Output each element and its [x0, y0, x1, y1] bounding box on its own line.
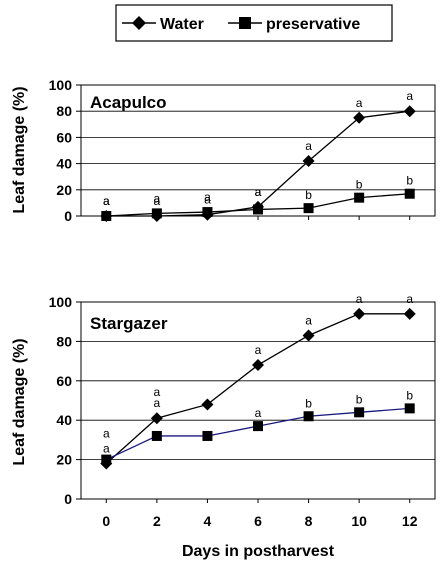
diamond-marker-icon	[132, 16, 146, 30]
x-axis-label: Days in postharvest	[182, 543, 335, 560]
y-tick-label: 80	[56, 103, 72, 119]
y-tick-label: 100	[49, 294, 73, 310]
panel-title: Stargazer	[90, 314, 168, 333]
significance-label: a	[154, 396, 161, 410]
significance-label: a	[255, 343, 262, 357]
data-point-diamond	[302, 329, 315, 342]
y-tick-label: 20	[56, 452, 72, 468]
significance-label: a	[356, 96, 363, 110]
data-point-square	[404, 188, 415, 199]
data-point-square	[101, 211, 112, 221]
significance-label: a	[255, 406, 262, 420]
significance-label: b	[356, 392, 363, 406]
data-point-square	[354, 192, 365, 203]
data-point-square	[101, 454, 112, 465]
significance-label: a	[103, 194, 110, 208]
significance-label: a	[356, 292, 363, 306]
data-point-square	[253, 204, 263, 215]
legend: Water preservative	[115, 4, 393, 42]
panel-title: Acapulco	[90, 93, 167, 112]
y-tick-label: 40	[56, 412, 72, 428]
x-tick-label: 4	[204, 513, 212, 529]
square-marker-icon	[239, 17, 251, 29]
significance-label: a	[406, 89, 413, 103]
significance-label: b	[406, 388, 413, 402]
data-point-diamond	[403, 105, 416, 118]
y-tick-label: 40	[56, 156, 72, 172]
significance-label: a	[204, 193, 211, 207]
data-point-square	[303, 411, 314, 422]
y-tick-label: 100	[49, 77, 73, 93]
data-point-square	[151, 430, 162, 441]
legend-label-water: Water	[160, 16, 204, 33]
x-tick-label: 12	[402, 513, 418, 529]
data-point-diamond	[150, 412, 163, 425]
x-tick-label: 2	[153, 513, 161, 529]
series-line-water	[105, 313, 410, 465]
significance-label: a	[103, 442, 110, 456]
significance-label: a	[103, 194, 110, 208]
y-tick-label: 60	[56, 373, 72, 389]
y-tick-label: 0	[64, 491, 72, 507]
y-axis-label: Leaf damage (%)	[11, 86, 28, 213]
data-point-diamond	[302, 154, 315, 167]
significance-label: a	[204, 190, 211, 204]
significance-label: a	[305, 313, 312, 327]
data-point-square	[404, 403, 415, 414]
y-tick-label: 0	[64, 208, 72, 224]
data-point-square	[253, 421, 263, 432]
significance-label: a	[154, 194, 161, 208]
significance-label: b	[356, 178, 363, 192]
significance-label: a	[406, 292, 413, 306]
data-point-square	[202, 207, 213, 218]
x-tick-label: 6	[254, 513, 262, 529]
data-point-diamond	[252, 359, 264, 372]
significance-label: a	[154, 191, 161, 205]
legend-item-water: Water	[122, 16, 204, 33]
x-tick-label: 10	[351, 513, 367, 529]
significance-label: b	[305, 396, 312, 410]
data-point-square	[151, 208, 162, 219]
significance-label: a	[255, 185, 262, 199]
significance-label: a	[103, 427, 110, 441]
data-point-square	[354, 407, 365, 418]
x-tick-label: 0	[102, 513, 110, 529]
data-point-diamond	[353, 307, 366, 320]
x-tick-label: 8	[305, 513, 313, 529]
y-tick-label: 60	[56, 129, 72, 145]
data-point-diamond	[201, 398, 214, 411]
y-tick-label: 20	[56, 182, 72, 198]
significance-label: a	[305, 139, 312, 153]
chart-panel-acapulco: Acapulco Leaf damage (%) 0 20 40 60 80 100 a a a…	[11, 77, 436, 224]
chart-panel-stargazer: Stargazer Leaf damage (%) Days in postha…	[11, 292, 436, 560]
legend-item-preservative: preservative	[228, 16, 360, 33]
data-point-diamond	[403, 307, 416, 320]
legend-label-preservative: preservative	[266, 16, 360, 33]
significance-label: a	[255, 185, 262, 199]
data-point-diamond	[353, 111, 366, 124]
significance-label: b	[305, 188, 312, 202]
y-axis-label: Leaf damage (%)	[11, 338, 28, 465]
significance-label: a	[154, 385, 161, 399]
data-point-square	[202, 430, 213, 441]
data-point-square	[303, 203, 314, 214]
significance-label: b	[406, 174, 413, 188]
y-tick-label: 80	[56, 333, 72, 349]
